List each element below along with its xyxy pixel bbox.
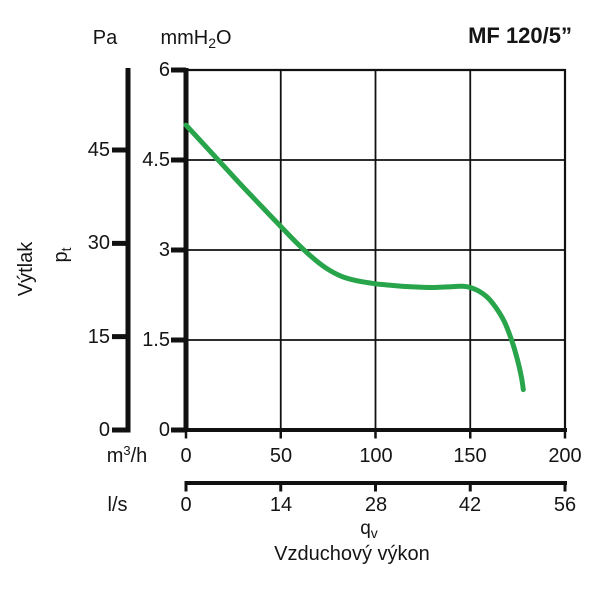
unit-label-mmh2o: mmH2O <box>150 27 242 51</box>
mm-tick-label: 3 <box>158 239 170 261</box>
m3h-tick-label: 100 <box>359 445 393 467</box>
y-axis-symbol-pt: pt <box>50 237 74 273</box>
ls-tick-label: 42 <box>458 494 482 516</box>
unit-mmh2o-text2: O <box>216 27 232 49</box>
performance-curve <box>183 122 526 393</box>
qv-symbol-text: q <box>360 518 371 539</box>
qv-symbol-subscript: v <box>370 525 378 541</box>
x-axis-title: Vzduchový výkon <box>274 543 430 565</box>
m3h-tick-label: 50 <box>269 445 293 467</box>
m3h-tick-label: 0 <box>180 445 192 467</box>
unit-label-pa: Pa <box>92 27 118 49</box>
ls-tick-label: 0 <box>180 494 192 516</box>
mm-tick-label: 6 <box>158 59 170 81</box>
m3h-tick-label: 200 <box>548 445 582 467</box>
pa-tick-label: 30 <box>87 232 110 254</box>
y-axis-title: Výtlak <box>15 241 37 297</box>
unit-m3h-text: m <box>106 445 124 467</box>
mm-tick-label: 4.5 <box>142 149 170 171</box>
unit-label-ls: l/s <box>107 494 128 516</box>
unit-mmh2o-subscript: 2 <box>208 35 216 51</box>
ls-tick-label: 56 <box>553 494 577 516</box>
pa-tick-label: 15 <box>87 326 110 348</box>
mm-tick-label: 1.5 <box>142 329 170 351</box>
unit-label-m3h: m3/h <box>98 443 156 467</box>
m3h-tick-label: 150 <box>453 445 487 467</box>
pt-symbol-text: p <box>50 251 72 263</box>
pa-tick-label: 0 <box>98 419 110 441</box>
pa-tick-label: 45 <box>87 139 110 161</box>
unit-m3h-superscript: 3 <box>123 443 131 458</box>
chart-title: MF 120/5” <box>468 23 572 48</box>
pt-symbol-subscript: t <box>58 247 74 252</box>
mm-tick-label: 0 <box>158 419 170 441</box>
unit-mmh2o-text: mmH <box>160 27 209 49</box>
ls-tick-label: 14 <box>269 494 293 516</box>
ls-tick-label: 28 <box>364 494 388 516</box>
unit-m3h-text2: /h <box>130 445 148 467</box>
x-axis-symbol-qv: qv <box>349 518 389 540</box>
